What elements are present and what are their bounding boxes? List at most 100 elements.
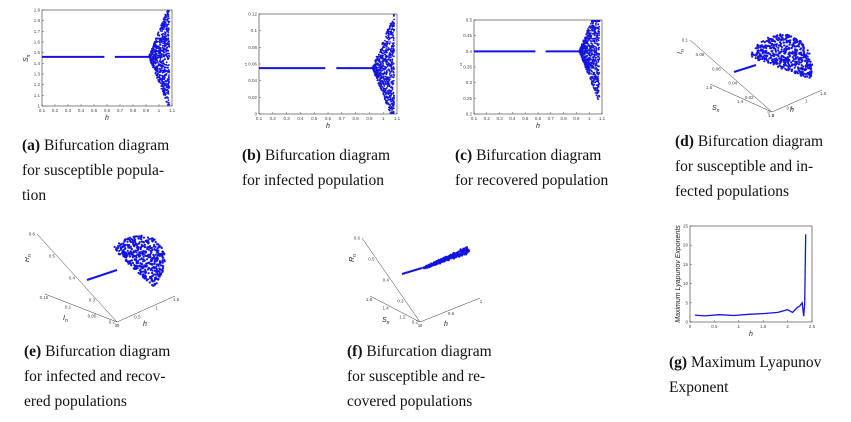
orbit-point [591,67,593,69]
orbit-point [389,30,391,33]
caption-line: Bifurcation diagram [366,343,492,360]
orbit-point [160,49,163,52]
orbit-point [804,65,807,68]
orbit-point [167,93,170,95]
orbit-point [387,77,390,79]
orbit-point [392,43,395,46]
x-tick-label: 0.9 [573,116,580,121]
orbit-point [166,43,169,45]
orbit-point [391,54,394,57]
orbit-point [587,35,590,38]
orbit-point [597,65,600,68]
orbit-point [773,62,776,65]
orbit-point [773,43,776,46]
y-tick-label: 1.4 [383,306,390,311]
orbit-point [160,70,163,72]
orbit-point [380,66,383,68]
orbit-point [594,68,597,70]
orbit-point [777,49,780,52]
x-tick-label: 0.5 [711,324,718,329]
orbit-point [157,34,159,37]
orbit-point [134,267,138,270]
orbit-point [384,39,386,42]
orbit-point [466,251,469,254]
orbit-point [767,52,770,55]
orbit-point [597,23,600,26]
orbit-point [593,71,596,74]
orbit-point [376,63,379,66]
orbit-point [590,42,592,45]
orbit-point [157,76,160,79]
orbit-point [131,238,134,242]
orbit-point [760,55,763,58]
orbit-point [134,243,137,246]
y-tick-label: 0.45 [463,33,472,38]
orbit-point [392,76,395,79]
y-tick-label: 0.02 [248,95,257,100]
orbit-point [124,238,127,241]
orbit-point [163,16,166,19]
orbit-point [166,13,169,16]
orbit-point [580,51,583,53]
orbit-point [775,35,779,38]
orbit-point [150,279,153,282]
bifurcation-plot-susceptible-infected: 0.1 0.08 0.06 0.04 0.02 0 1.6 1.4 1.20 0.5 1 1.5 In S… [677,33,827,118]
orbit-point [590,45,593,48]
orbit-point [391,69,393,72]
orbit-point [376,76,379,79]
x-tick-label: 0.4 [297,116,304,121]
orbit-point [598,37,600,39]
x-tick-label: 0.6 [325,116,332,121]
orbit-point [129,262,132,265]
y-tick-label: 0.04 [248,78,257,83]
orbit-point [582,50,585,53]
orbit-point [129,259,132,263]
y-tick-label: 1.4 [34,61,41,66]
orbit-point [155,267,158,271]
orbit-point [161,71,164,74]
orbit-point [156,263,159,266]
orbit-point [165,53,168,55]
orbit-point [153,257,156,260]
orbit-point [586,30,589,33]
orbit-point [158,34,161,37]
orbit-point [768,57,771,60]
orbit-point [585,39,588,41]
orbit-point [166,91,168,94]
orbit-point [163,36,166,38]
orbit-point [387,80,389,83]
orbit-point [590,54,593,56]
orbit-point [769,53,772,56]
orbit-point [767,38,770,41]
orbit-point [140,265,143,268]
orbit-point [790,69,793,72]
caption-b: (b) Bifurcation diagram for infected pop… [242,143,432,193]
orbit-point [382,77,385,80]
x-axis-label: h [444,321,448,328]
axis-label: Rn [25,254,33,262]
orbit-point [583,39,585,42]
orbit-point [427,263,430,267]
orbit-point [592,45,595,48]
orbit-point [597,47,600,50]
orbit-point [387,108,390,111]
orbit-point [393,94,395,97]
z-tick-label: 0.5 [49,254,56,259]
orbit-point [587,72,590,75]
orbit-point [374,62,377,64]
orbit-point [168,21,171,23]
orbit-point [165,73,168,75]
orbit-point [162,18,165,21]
orbit-point [802,65,805,68]
orbit-point [585,58,588,60]
caption-line: Exponent [669,379,729,396]
orbit-point [772,35,775,38]
orbit-point [149,55,152,58]
orbit-point [581,49,583,52]
orbit-point [157,62,160,64]
orbit-point [798,45,801,48]
orbit-point [463,249,466,252]
orbit-point [796,66,800,69]
orbit-point [806,71,809,75]
caption-line: tion [22,187,47,204]
